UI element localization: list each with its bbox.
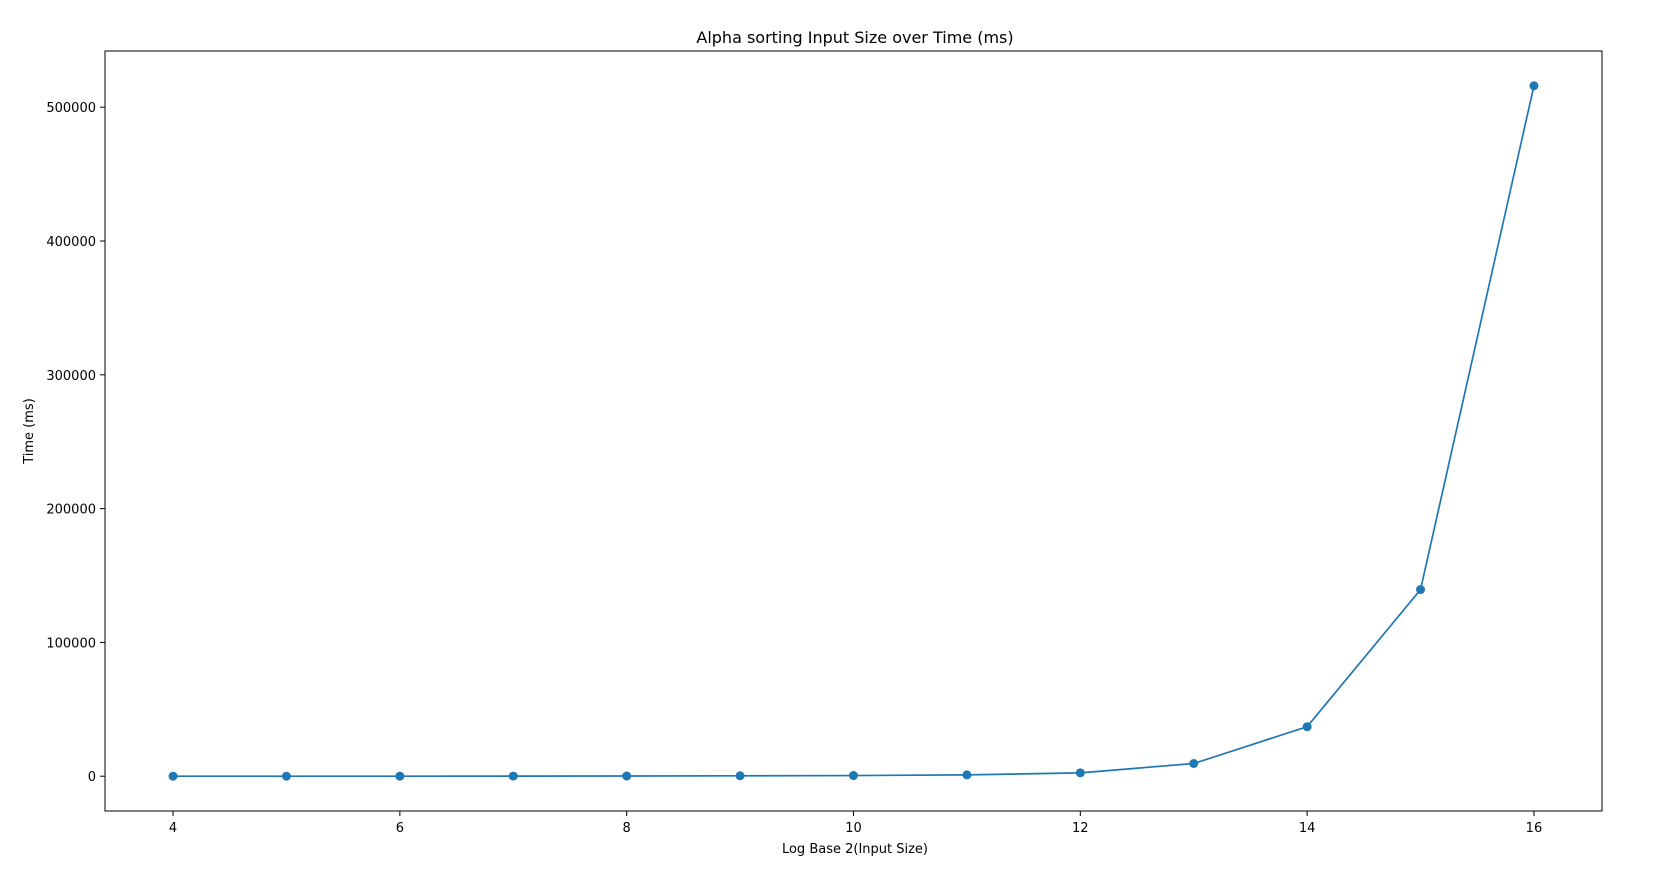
chart-title: Alpha sorting Input Size over Time (ms) bbox=[696, 28, 1013, 47]
plot-area-frame bbox=[104, 50, 1603, 812]
data-point bbox=[1302, 722, 1312, 732]
plot-series bbox=[168, 81, 1539, 781]
y-tick-label: 400000 bbox=[46, 235, 96, 250]
x-axis: 4 6 8 10 12 14 16 bbox=[169, 811, 1542, 836]
y-tick-label: 200000 bbox=[46, 503, 96, 518]
x-tick-label: 12 bbox=[1072, 821, 1089, 836]
x-axis-label: Log Base 2(Input Size) bbox=[782, 842, 928, 857]
data-point bbox=[735, 771, 745, 781]
x-tick-label: 10 bbox=[845, 821, 862, 836]
data-point bbox=[962, 770, 972, 780]
y-tick-label: 500000 bbox=[46, 101, 96, 116]
x-tick-label: 14 bbox=[1299, 821, 1316, 836]
data-point bbox=[395, 771, 405, 781]
data-point bbox=[281, 771, 291, 781]
x-tick-label: 16 bbox=[1526, 821, 1543, 836]
data-point bbox=[849, 771, 858, 781]
y-axis: 0 100000 200000 300000 400000 500000 bbox=[46, 101, 105, 785]
data-point bbox=[1189, 759, 1199, 768]
data-point bbox=[1416, 585, 1426, 595]
y-tick-label: 100000 bbox=[46, 636, 96, 651]
x-tick-label: 8 bbox=[623, 821, 631, 836]
data-point bbox=[168, 771, 178, 781]
y-tick-label: 300000 bbox=[46, 369, 96, 384]
data-point bbox=[1075, 768, 1085, 778]
data-point bbox=[1529, 81, 1539, 91]
x-tick-label: 4 bbox=[169, 821, 177, 836]
data-point bbox=[508, 771, 518, 781]
y-tick-label: 0 bbox=[88, 770, 96, 785]
data-point bbox=[622, 771, 632, 781]
y-axis-label: Time (ms) bbox=[22, 398, 37, 465]
x-tick-label: 6 bbox=[396, 821, 404, 836]
